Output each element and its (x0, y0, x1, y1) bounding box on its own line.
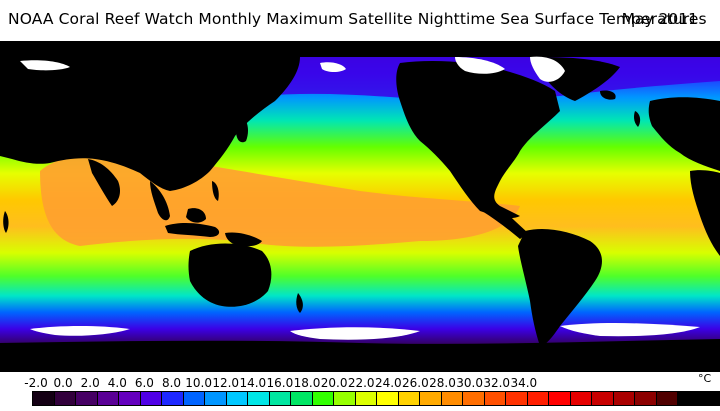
land-india (88, 159, 120, 206)
legend-colorbar (32, 391, 720, 406)
legend-swatch (678, 392, 700, 405)
land-iceland (600, 90, 616, 100)
legend-tick-label: 16.0 (266, 376, 294, 390)
legend-swatch (183, 392, 205, 405)
legend-swatch (312, 392, 334, 405)
legend-swatch (162, 392, 184, 405)
legend-tick-label: 20.0 (320, 376, 348, 390)
legend-tick-label: -2.0 (24, 376, 48, 390)
legend-tick-label: 2.0 (80, 376, 100, 390)
legend-swatch (656, 392, 678, 405)
legend-tick-label: 34.0 (510, 376, 538, 390)
legend-swatch (119, 392, 141, 405)
land-central-america (478, 196, 528, 239)
legend-unit: °C (698, 372, 712, 385)
land-japan (236, 113, 248, 143)
legend-tick-label: 30.0 (456, 376, 483, 390)
land-british-isles (634, 111, 641, 127)
land-new-zealand (296, 293, 303, 313)
land-philippines (212, 181, 219, 201)
legend-tick-label: 14.0 (239, 376, 267, 390)
legend-swatch (398, 392, 420, 405)
legend-swatch (291, 392, 313, 405)
title-bar: NOAA Coral Reef Watch Monthly Maximum Sa… (0, 0, 720, 40)
legend-swatch (334, 392, 356, 405)
legend-swatch (248, 392, 270, 405)
legend-swatch (97, 392, 119, 405)
legend-tick-label: 24.0 (374, 376, 402, 390)
legend-tick-label: 18.0 (293, 376, 321, 390)
legend-swatch (441, 392, 463, 405)
legend-swatch (355, 392, 377, 405)
land-south-america (518, 229, 602, 346)
legend-tick-label: 8.0 (161, 376, 182, 390)
legend-swatch (613, 392, 635, 405)
legend-tick-label: 22.0 (347, 376, 375, 390)
legend-swatch (570, 392, 592, 405)
land-indonesia (165, 223, 220, 237)
legend-swatch (269, 392, 291, 405)
legend-swatch (76, 392, 98, 405)
land-antarctica (0, 339, 720, 372)
color-legend: -2.0 0.0 2.0 4.0 6.0 8.0 10.0 12.0 14.0 16.0 18.0 2… (0, 372, 720, 411)
legend-tick-label: 6.0 (134, 376, 154, 390)
legend-swatch (506, 392, 528, 405)
land-borneo (186, 208, 206, 223)
legend-tick-label: 26.0 (402, 376, 429, 390)
map-date: May 2011 (621, 10, 698, 28)
legend-swatch (226, 392, 248, 405)
legend-swatch (592, 392, 614, 405)
land-madagascar (3, 211, 9, 233)
landmasses (0, 41, 720, 372)
legend-swatch (420, 392, 442, 405)
legend-swatch (527, 392, 549, 405)
land-australia (188, 243, 272, 307)
sea-ice (20, 56, 700, 340)
land-new-guinea (225, 232, 262, 247)
land-north-america (396, 61, 560, 219)
legend-swatch (463, 392, 485, 405)
legend-swatch (54, 392, 76, 405)
legend-tick-label: 4.0 (107, 376, 127, 390)
sst-world-map (0, 41, 720, 372)
legend-tick-label: 12.0 (212, 376, 240, 390)
land-southeast-asia (150, 181, 170, 221)
land-africa-west (690, 170, 720, 256)
legend-swatch (549, 392, 571, 405)
legend-swatch (377, 392, 399, 405)
legend-swatch (635, 392, 657, 405)
map-title: NOAA Coral Reef Watch Monthly Maximum Sa… (8, 10, 707, 28)
legend-swatch (484, 392, 506, 405)
legend-tick-label: 32.0 (483, 376, 511, 390)
legend-swatch (33, 392, 55, 405)
legend-swatch (205, 392, 227, 405)
land-europe (648, 97, 720, 171)
legend-tick-label: 10.0 (185, 376, 212, 390)
legend-tick-label: 0.0 (53, 376, 73, 390)
legend-swatch (699, 392, 720, 405)
land-asia (0, 57, 300, 191)
legend-swatch (140, 392, 162, 405)
legend-tick-label: 28.0 (429, 376, 456, 390)
